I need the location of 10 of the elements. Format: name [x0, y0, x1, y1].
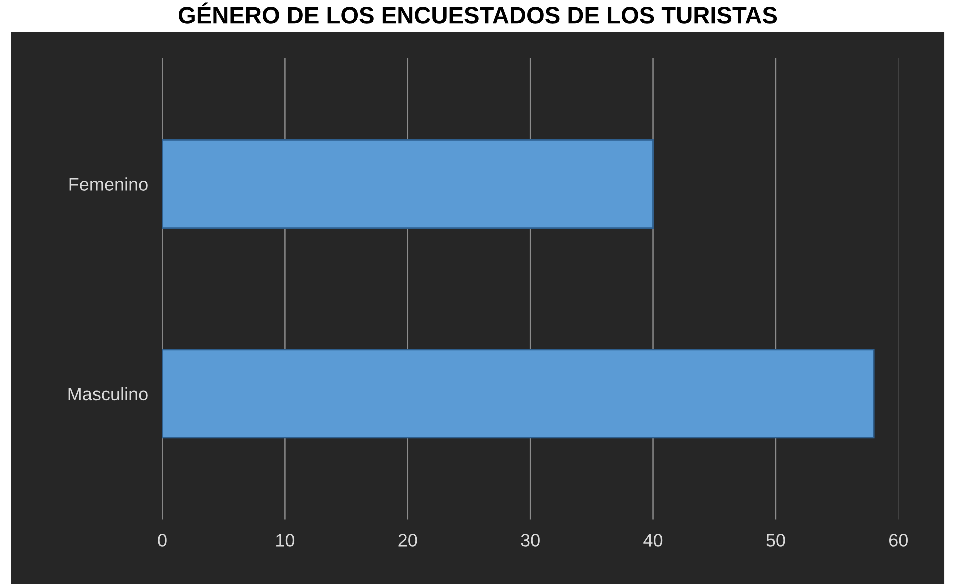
x-tick-label: 20	[398, 534, 418, 547]
x-tick-label: 40	[644, 534, 663, 547]
y-tick-label: Masculino	[68, 387, 148, 401]
y-tick-label: Femenino	[70, 178, 148, 191]
x-tick-label: 60	[890, 534, 908, 547]
x-tick-label: 30	[521, 534, 540, 547]
x-tick-label: 50	[766, 534, 786, 547]
chart-title: GÉNERO DE LOS ENCUESTADOS DE LOS TURISTAS	[178, 2, 778, 24]
x-tick-label: 10	[276, 534, 295, 547]
x-tick-label: 0	[158, 534, 167, 547]
